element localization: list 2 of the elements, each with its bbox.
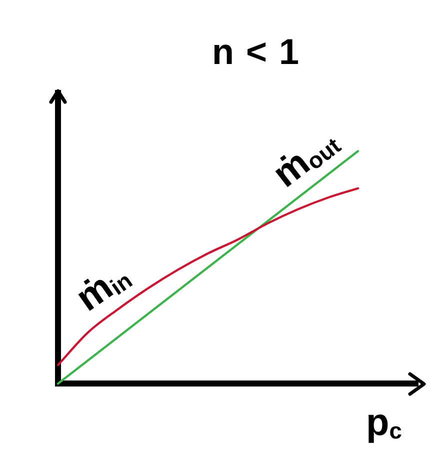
chart-title: n < 1: [212, 31, 300, 72]
x-axis-title: p$_{c}$: [366, 402, 402, 444]
